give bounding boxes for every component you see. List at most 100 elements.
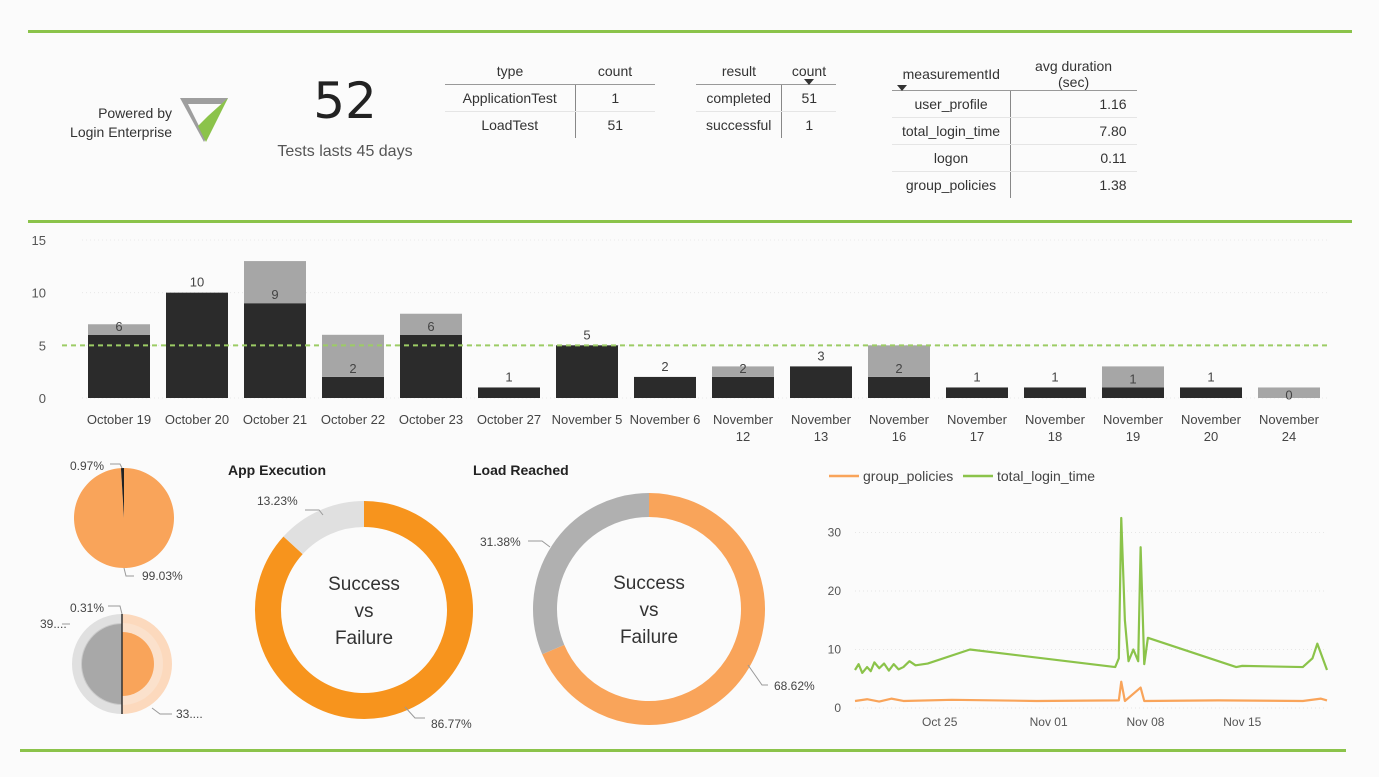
x-tick-label: 24 — [1282, 429, 1296, 444]
count-cell: 1 — [574, 84, 655, 112]
bottom-divider — [20, 749, 1346, 752]
app-execution-title: App Execution — [228, 462, 327, 478]
bar-data-label: 1 — [505, 369, 512, 384]
x-tick-label: Nov 15 — [1223, 715, 1261, 729]
bar-dark — [400, 334, 462, 398]
bar-dark — [946, 387, 1008, 398]
duration-cell: 0.11 — [1010, 144, 1137, 172]
bar-dark — [634, 376, 696, 398]
duration-cell: 1.38 — [1010, 171, 1137, 198]
bar-data-label: 2 — [895, 361, 902, 376]
bar-data-label: 2 — [661, 359, 668, 374]
y-tick-label: 5 — [39, 338, 46, 353]
bar-dark — [712, 376, 774, 398]
x-tick-label: October 27 — [477, 412, 541, 427]
bar-data-label: 2 — [349, 361, 356, 376]
type-header[interactable]: type — [445, 58, 575, 85]
x-tick-label: November — [791, 412, 852, 427]
measurement-cell: total_login_time — [892, 117, 1011, 145]
donut-slice-failure — [283, 501, 365, 555]
bar-dark — [868, 376, 930, 398]
x-tick-label: October 22 — [321, 412, 385, 427]
leader-line — [123, 567, 134, 577]
bar-data-label: 2 — [739, 361, 746, 376]
bar-grey — [244, 261, 306, 304]
donut-slice-success — [255, 501, 473, 719]
measurement-id-label: measurementId — [902, 66, 1000, 82]
x-tick-label: 12 — [736, 429, 750, 444]
bar-dark — [1180, 387, 1242, 398]
x-tick-label: November — [713, 412, 774, 427]
load-reached-donut: Success vs Failure 31.38% 68.62% — [480, 493, 815, 725]
leader-line — [108, 605, 123, 615]
nested-donut-chart: 0.31%39.... 33.... — [40, 601, 203, 721]
table-row: logon 0.11 — [892, 144, 1137, 172]
legend-label: total_login_time — [997, 468, 1095, 484]
duration-cell: 7.80 — [1010, 117, 1137, 145]
measurement-table: measurementId avg duration (sec) user_pr… — [892, 58, 1137, 198]
table-row: completed 51 — [696, 84, 837, 112]
bar-data-label: 1 — [1051, 369, 1058, 384]
bar-data-label: 1 — [1207, 369, 1214, 384]
measurement-cell: logon — [892, 144, 1011, 172]
leader-line — [305, 509, 324, 516]
leader-line — [151, 707, 172, 715]
donut-center-text: vs — [640, 600, 659, 621]
table-row: ApplicationTest 1 — [445, 84, 655, 112]
kpi-label: Tests lasts 45 days — [277, 143, 413, 160]
bar-data-label: 6 — [427, 319, 434, 334]
avg-duration-header[interactable]: avg duration (sec) — [1010, 58, 1137, 91]
app-execution-donut: Success vs Failure 13.23% 86.77% — [255, 494, 473, 731]
count-cell: 51 — [574, 111, 655, 138]
x-tick-label: 13 — [814, 429, 828, 444]
bar-grey — [400, 313, 462, 335]
x-tick-label: October 23 — [399, 412, 463, 427]
slice-label: 0.97% — [70, 459, 104, 473]
result-count-label: count — [791, 63, 827, 79]
product-name: Login Enterprise — [70, 124, 172, 140]
y-tick-label: 30 — [828, 526, 842, 540]
donut-slice-failure — [533, 493, 650, 655]
y-tick-label: 15 — [32, 233, 46, 248]
x-tick-label: November 6 — [630, 412, 701, 427]
series-line-total-login-time — [854, 516, 1329, 675]
count-cell: 51 — [781, 84, 837, 112]
table-row: user_profile 1.16 — [892, 90, 1137, 118]
bar-data-label: 10 — [190, 275, 204, 290]
x-tick-label: 20 — [1204, 429, 1218, 444]
table-row: group_policies 1.38 — [892, 171, 1137, 198]
result-count-header[interactable]: count — [781, 58, 837, 85]
y-tick-label: 20 — [828, 584, 842, 598]
measurement-id-header[interactable]: measurementId — [892, 58, 1011, 91]
x-tick-label: November — [1181, 412, 1242, 427]
x-tick-label: November — [1103, 412, 1164, 427]
measurement-cell: user_profile — [892, 90, 1011, 118]
bar-data-label: 6 — [115, 319, 122, 334]
top-divider — [28, 30, 1352, 33]
x-tick-label: November 5 — [552, 412, 623, 427]
pie-slice-failure — [120, 468, 124, 518]
legend-label: group_policies — [863, 468, 953, 484]
series-line-group-policies — [854, 680, 1328, 703]
count-header[interactable]: count — [575, 58, 655, 85]
bar-grey — [1258, 387, 1320, 398]
bar-grey — [712, 366, 774, 377]
donut-center-text: Failure — [620, 627, 678, 648]
x-tick-label: November — [1259, 412, 1320, 427]
small-pie-chart: 0.97% 99.03% — [70, 459, 183, 583]
slice-label: 86.77% — [431, 717, 472, 731]
bar-dark — [790, 366, 852, 398]
powered-by-label: Powered by — [98, 105, 172, 121]
donut-slice-success — [542, 493, 765, 725]
powered-by-text: Powered by Login Enterprise — [52, 104, 172, 142]
x-tick-label: 16 — [892, 429, 906, 444]
donut-center-text: Success — [328, 574, 400, 595]
bar-dark — [322, 376, 384, 398]
slice-label: 31.38% — [480, 535, 521, 549]
leader-line — [747, 664, 768, 686]
x-tick-label: Nov 08 — [1126, 715, 1164, 729]
slice-label: 68.62% — [774, 679, 815, 693]
slice-label: 39.... — [40, 617, 67, 631]
inner-slice-right — [122, 632, 154, 696]
result-header[interactable]: result — [696, 58, 782, 85]
